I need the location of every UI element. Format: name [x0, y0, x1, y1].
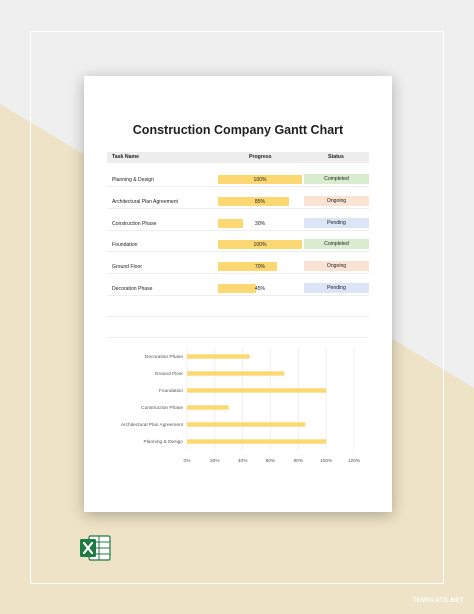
chart-bar [187, 405, 229, 410]
chart-bar [187, 422, 306, 427]
x-tick-label: 120% [348, 458, 361, 464]
table-row: Decoration Phase 45% Pending [107, 283, 369, 296]
document-page: Construction Company Gantt Chart Task Na… [84, 76, 392, 512]
y-category-label: Construction Phase [141, 405, 183, 411]
status-badge: Pending [304, 218, 369, 228]
x-tick-label: 0% [184, 458, 192, 464]
status-badge: Completed [304, 239, 369, 249]
status-badge: Pending [304, 283, 369, 293]
column-header-progress: Progress [249, 154, 272, 160]
progress-label: 100% [253, 177, 267, 183]
y-category-label: Architectural Plan Agreement [121, 422, 184, 428]
x-tick-label: 100% [320, 458, 333, 464]
x-tick-label: 60% [266, 458, 276, 464]
status-badge: Ongoing [304, 196, 369, 206]
chart-bar [187, 371, 285, 376]
y-category-label: Planning & Design [144, 439, 184, 445]
chart-bar [187, 388, 327, 393]
table-row: Architectural Plan Agreement 85% Ongoing [107, 196, 369, 209]
table-header: Task Name Progress Status [107, 152, 369, 163]
column-header-task: Task Name [112, 154, 140, 160]
page-title: Construction Company Gantt Chart [132, 123, 344, 137]
progress-bar [218, 197, 290, 206]
table-row: Construction Phase 30% Pending [107, 218, 369, 231]
progress-bar [218, 175, 302, 184]
chart-bar [187, 354, 250, 359]
column-header-status: Status [328, 154, 344, 160]
progress-bar [218, 240, 302, 249]
gantt-bar-chart: 0% 20% 40% 60% 80% 100% 120% Decoration Phase Gr… [121, 348, 361, 464]
watermark-logo: TEMPLATE.NET [412, 598, 464, 604]
status-badge: Completed [304, 174, 369, 184]
progress-label: 100% [253, 242, 267, 248]
divider [107, 337, 369, 338]
table-row: Foundation 100% Completed [107, 239, 369, 252]
task-name: Construction Phase [112, 221, 157, 227]
task-name: Foundation [112, 242, 138, 248]
excel-icon [80, 535, 111, 561]
progress-bar [218, 262, 277, 271]
progress-bar [218, 219, 244, 228]
progress-label: 30% [254, 221, 266, 227]
chart-bar [187, 439, 327, 444]
table-row: Planning & Design 100% Completed [107, 174, 369, 187]
progress-label: 45% [254, 286, 266, 292]
x-tick-label: 40% [238, 458, 248, 464]
y-category-label: Decoration Phase [145, 354, 183, 360]
task-name: Ground Floor [112, 264, 143, 270]
y-category-label: Ground Floor [155, 371, 184, 377]
y-category-label: Foundation [159, 388, 183, 394]
table-row: Ground Floor 70% Ongoing [107, 261, 369, 274]
task-name: Architectural Plan Agreement [112, 199, 178, 205]
progress-label: 70% [254, 264, 266, 270]
x-tick-label: 80% [294, 458, 304, 464]
decorative-frame [30, 31, 444, 584]
task-name: Decoration Phase [112, 286, 153, 292]
x-tick-label: 20% [210, 458, 220, 464]
progress-bar [218, 284, 256, 293]
task-name: Planning & Design [112, 177, 154, 183]
status-badge: Ongoing [304, 261, 369, 271]
divider [107, 316, 369, 317]
progress-label: 85% [254, 199, 266, 205]
